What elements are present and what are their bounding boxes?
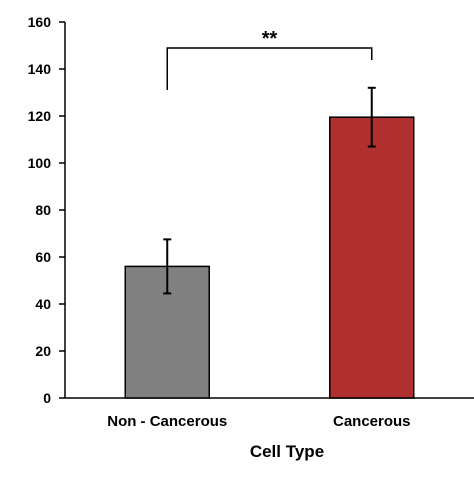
x-axis-title: Cell Type	[250, 442, 324, 461]
x-category-label: Non - Cancerous	[107, 413, 227, 430]
y-tick-label: 40	[35, 296, 51, 312]
y-tick-label: 120	[28, 108, 52, 124]
bar-cancerous	[329, 116, 415, 399]
x-category-label: Cancerous	[333, 413, 411, 430]
y-tick-label: 20	[35, 343, 51, 359]
y-tick-label: 160	[28, 14, 52, 30]
y-tick-label: 80	[35, 202, 51, 218]
y-tick-label: 60	[35, 249, 51, 265]
significance-bracket	[166, 47, 373, 90]
y-tick-label: 100	[28, 155, 52, 171]
significance-label: **	[262, 28, 278, 50]
y-tick-label: 140	[28, 61, 52, 77]
y-tick-label: 0	[43, 390, 51, 406]
